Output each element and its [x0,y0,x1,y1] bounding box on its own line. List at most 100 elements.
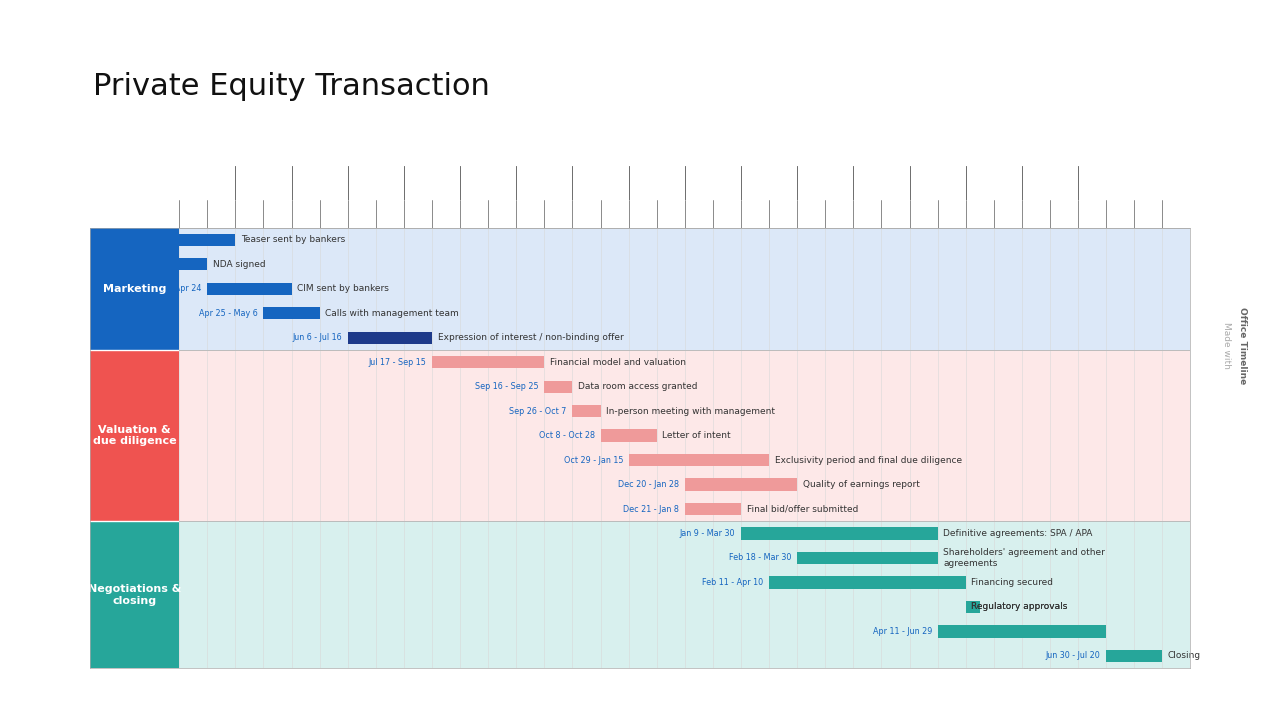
Text: Final bid/offer submitted: Final bid/offer submitted [746,505,858,513]
Bar [600,429,657,442]
Text: 3: 3 [191,210,196,218]
Bar [179,350,1190,521]
Text: May: May [306,176,333,189]
Text: Calls with management team: Calls with management team [325,309,460,318]
Text: Letter of intent: Letter of intent [662,431,731,440]
Text: 65: 65 [1059,210,1069,218]
Bar [90,521,179,668]
Bar [937,625,1106,638]
Text: Valuation &
due diligence: Valuation & due diligence [92,425,177,446]
Text: 53: 53 [891,210,900,218]
Text: Jul: Jul [424,176,440,189]
Text: Sep: Sep [532,176,557,189]
Bar [179,228,1190,350]
Text: 15: 15 [357,210,366,218]
Text: Oct: Oct [589,176,612,189]
Text: In-person meeting with management: In-person meeting with management [607,407,776,415]
Text: Dec 20 - Jan 28: Dec 20 - Jan 28 [618,480,680,489]
Text: Apr 11 - Jun 29: Apr 11 - Jun 29 [873,627,932,636]
Text: Feb 18 - Mar 30: Feb 18 - Mar 30 [730,554,791,562]
Text: Nov: Nov [644,176,669,189]
Text: Regulatory approvals: Regulatory approvals [972,603,1068,611]
Bar [769,576,965,589]
Text: Negotiations &
closing: Negotiations & closing [88,584,180,606]
Text: Dec 21 - Jan 8: Dec 21 - Jan 8 [623,505,680,513]
Text: Teaser sent by bankers: Teaser sent by bankers [241,235,346,244]
Bar [207,283,292,295]
Text: Apr: Apr [252,176,275,189]
Text: 19: 19 [413,210,422,218]
Text: CIM sent by bankers: CIM sent by bankers [297,284,389,293]
Text: 39: 39 [694,210,704,218]
Bar [90,350,179,521]
Text: 67: 67 [1087,210,1097,218]
Text: Jun 6 - Jul 16: Jun 6 - Jul 16 [293,333,342,342]
Text: Definitive agreements: SPA / APA: Definitive agreements: SPA / APA [943,529,1093,538]
Text: Apr 25 - May 6: Apr 25 - May 6 [200,309,257,318]
Text: 9: 9 [275,210,280,218]
Text: Jul 17 - Sep 15: Jul 17 - Sep 15 [369,358,426,366]
Text: Jan 9 - Mar 30: Jan 9 - Mar 30 [680,529,735,538]
Bar [1106,649,1162,662]
Text: 63: 63 [1030,210,1041,218]
Bar [179,258,207,271]
Text: Oct 29 - Jan 15: Oct 29 - Jan 15 [563,456,623,464]
Text: Marketing: Marketing [102,284,166,294]
Text: 43: 43 [750,210,760,218]
Bar [179,521,1190,668]
Text: Sep 26 - Oct 7: Sep 26 - Oct 7 [509,407,567,415]
Text: 5: 5 [219,210,224,218]
Text: 73: 73 [1171,210,1181,218]
Bar [544,380,572,393]
Text: Office Timeline: Office Timeline [1238,307,1248,384]
Text: Dec: Dec [700,176,726,189]
Text: Closing: Closing [1167,652,1201,660]
Text: Jun: Jun [365,176,387,189]
Text: Mar 26 - Apr 24: Mar 26 - Apr 24 [140,284,202,293]
Text: Data room access granted: Data room access granted [579,382,698,391]
Bar [685,503,741,516]
Bar [628,454,769,467]
Text: Jun 30 - Jul 20: Jun 30 - Jul 20 [1046,652,1101,660]
Text: Sep 16 - Sep 25: Sep 16 - Sep 25 [475,382,539,391]
Text: Exclusivity period and final due diligence: Exclusivity period and final due diligen… [774,456,961,464]
Text: Mar: Mar [195,176,220,189]
Text: NDA signed: NDA signed [212,260,265,269]
Text: Jan: Jan [759,176,780,189]
Text: Expression of interest / non-binding offer: Expression of interest / non-binding off… [438,333,623,342]
Text: 57: 57 [947,210,956,218]
Text: 35: 35 [637,210,648,218]
Text: 55: 55 [919,210,928,218]
Bar [179,233,236,246]
Text: 23: 23 [470,210,479,218]
Text: Feb: Feb [813,176,837,189]
Text: Jul: Jul [1126,176,1143,189]
Text: 15 - Mar 25: 15 - Mar 25 [128,260,174,269]
Text: Shareholders' agreement and other
agreements: Shareholders' agreement and other agreem… [943,549,1105,567]
Text: 41: 41 [722,210,732,218]
Text: 7: 7 [247,210,252,218]
Text: 11: 11 [301,210,310,218]
Bar [572,405,600,418]
Text: 17: 17 [385,210,394,218]
Bar [965,600,979,613]
Text: 45: 45 [778,210,788,218]
Text: 69: 69 [1115,210,1125,218]
Text: Apr: Apr [925,176,950,189]
Text: 59: 59 [975,210,984,218]
Text: Regulatory approvals: Regulatory approvals [972,603,1068,611]
Text: 31: 31 [581,210,591,218]
Bar [685,478,797,491]
Text: 47: 47 [806,210,817,218]
Text: 51: 51 [863,210,872,218]
Bar [433,356,544,369]
Bar [741,527,938,540]
Text: Oct 8 - Oct 28: Oct 8 - Oct 28 [539,431,595,440]
Bar [348,331,433,344]
Text: 49: 49 [835,210,845,218]
Text: 13: 13 [329,210,338,218]
Text: Quality of earnings report: Quality of earnings report [803,480,919,489]
Bar [264,307,320,320]
Text: Mar: Mar [869,176,895,189]
Text: 33: 33 [609,210,620,218]
